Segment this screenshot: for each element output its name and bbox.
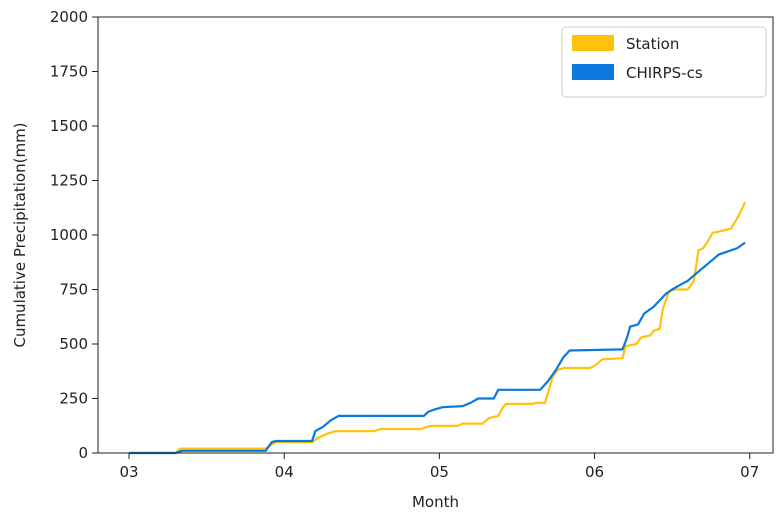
y-tick-label: 1500: [50, 117, 88, 135]
y-axis-ticks: 0 250 500 750 1000 1250 1500 1750 2000: [50, 8, 98, 462]
x-axis-label: Month: [412, 493, 459, 511]
legend-label: CHIRPS-cs: [626, 64, 703, 82]
legend-swatch: [572, 64, 614, 80]
y-tick-label: 1250: [50, 172, 88, 190]
y-tick-label: 750: [59, 281, 88, 299]
y-tick-label: 250: [59, 390, 88, 408]
legend-swatch: [572, 35, 614, 51]
y-tick-label: 2000: [50, 8, 88, 26]
y-tick-label: 500: [59, 335, 88, 353]
y-tick-label: 1000: [50, 226, 88, 244]
x-tick-label: 05: [430, 463, 449, 481]
series-line-1: [129, 201, 747, 455]
x-tick-label: 04: [275, 463, 294, 481]
x-tick-label: 07: [740, 463, 759, 481]
x-axis-ticks: 03 04 05 06 07: [119, 453, 759, 481]
legend: Station CHIRPS-cs: [561, 26, 767, 98]
series-line-2: [129, 241, 746, 455]
series-layer: [129, 201, 747, 455]
x-tick-label: 06: [585, 463, 604, 481]
x-tick-label: 03: [119, 463, 138, 481]
legend-label: Station: [626, 35, 679, 53]
y-tick-label: 0: [78, 444, 88, 462]
y-tick-label: 1750: [50, 63, 88, 81]
y-axis-label: Cumulative Precipitation(mm): [11, 122, 29, 347]
